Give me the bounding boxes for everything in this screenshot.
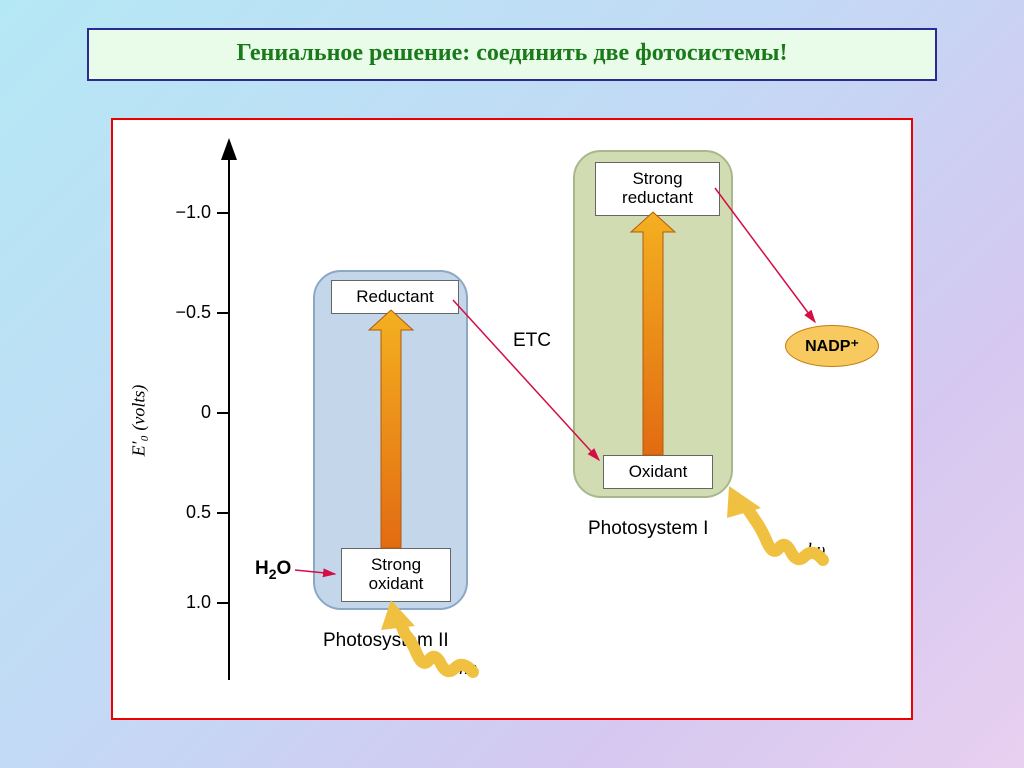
ps2-caption: Photosystem II xyxy=(323,630,449,652)
hv-ps2: hυ xyxy=(459,658,477,680)
ps1-strong-reductant: Strong reductant xyxy=(595,162,720,216)
ytick-mark xyxy=(217,512,229,514)
hv-ps1: hυ xyxy=(807,540,825,562)
ytick-label: 0.5 xyxy=(151,502,211,523)
ytick-label: 1.0 xyxy=(151,592,211,613)
y-axis-label: E′₀ (volts) xyxy=(128,385,149,457)
ps1-caption: Photosystem I xyxy=(588,518,708,540)
ps1-oxidant: Oxidant xyxy=(603,455,713,489)
ps2-strong-oxidant: Strong oxidant xyxy=(341,548,451,602)
etc-label: ETC xyxy=(513,330,551,352)
nadp-text: NADP⁺ xyxy=(805,336,859,356)
ytick-label: −1.0 xyxy=(151,202,211,223)
ytick-label: −0.5 xyxy=(151,302,211,323)
arrows-overlay xyxy=(113,120,911,718)
h2o-label: H2O xyxy=(255,558,291,582)
y-axis xyxy=(228,150,230,680)
ytick-mark xyxy=(217,312,229,314)
ps2-reductant: Reductant xyxy=(331,280,459,314)
diagram-panel: −1.0 −0.5 0 0.5 1.0 E′₀ (volts) Reductan… xyxy=(111,118,913,720)
ytick-mark xyxy=(217,212,229,214)
title-box: Гениальное решение: соединить две фотоси… xyxy=(87,28,937,81)
axis-arrowhead xyxy=(113,120,911,718)
page-title: Гениальное решение: соединить две фотоси… xyxy=(236,40,787,66)
ytick-label: 0 xyxy=(151,402,211,423)
ytick-mark xyxy=(217,412,229,414)
ytick-mark xyxy=(217,602,229,604)
nadp-oval: NADP⁺ xyxy=(785,325,879,367)
